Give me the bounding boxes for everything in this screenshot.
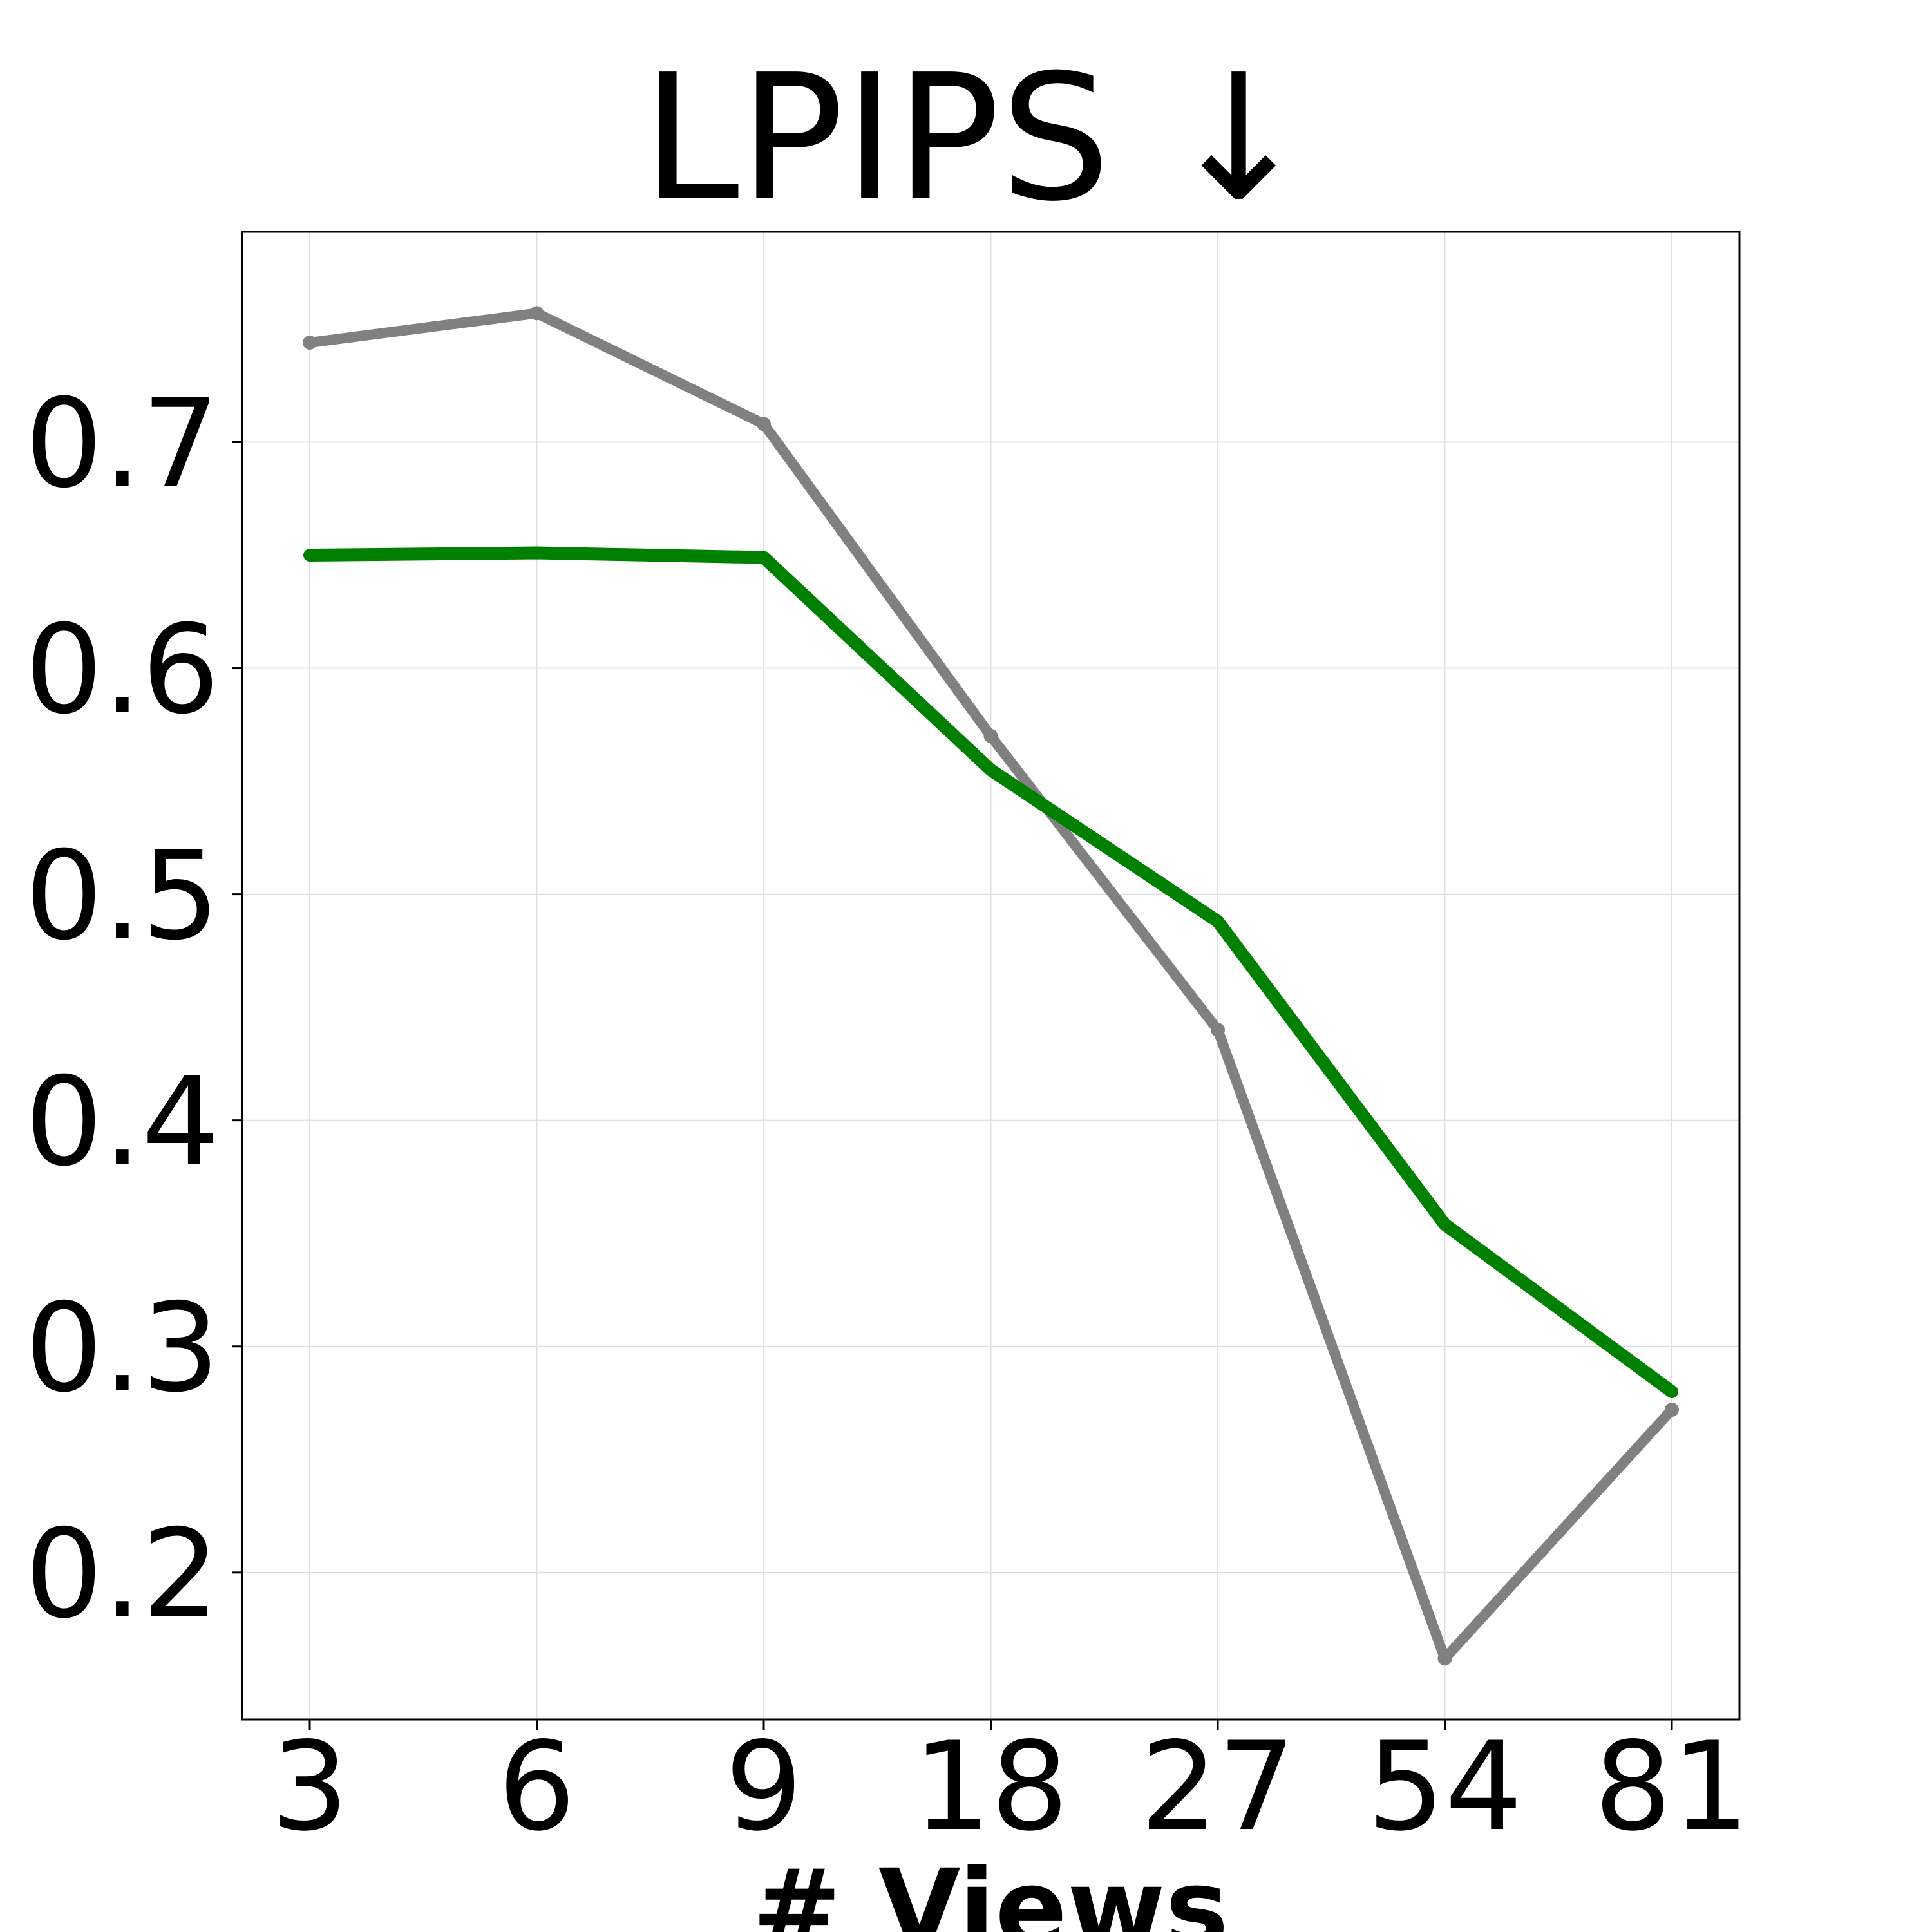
x-axis-label: # Views xyxy=(752,1846,1229,1932)
x-tick-labels: 3 6 9 18 27 54 81 xyxy=(271,1716,1750,1858)
y-tick-label: 0.6 xyxy=(25,599,220,741)
data-point xyxy=(303,336,317,350)
x-tick-label: 27 xyxy=(1140,1716,1296,1858)
y-tick-label: 0.7 xyxy=(25,372,220,515)
data-point xyxy=(1211,1023,1225,1037)
chart-title: LPIPS ↓ xyxy=(642,37,1311,240)
data-point xyxy=(985,764,996,775)
grid-lines xyxy=(242,232,1739,1719)
data-point xyxy=(1439,1219,1450,1230)
x-tick-label: 81 xyxy=(1594,1716,1750,1858)
data-point xyxy=(1437,1651,1452,1666)
axis-ticks xyxy=(232,440,1673,1730)
y-tick-label: 0.4 xyxy=(25,1051,220,1193)
data-point xyxy=(983,728,998,743)
data-point xyxy=(529,306,544,321)
data-point xyxy=(1213,916,1223,927)
data-point xyxy=(305,550,315,561)
y-tick-label: 0.3 xyxy=(25,1277,220,1419)
series-lines xyxy=(303,306,1679,1666)
y-tick-label: 0.2 xyxy=(25,1503,220,1645)
x-tick-label: 3 xyxy=(271,1716,349,1858)
data-point xyxy=(1665,1403,1679,1417)
x-tick-label: 9 xyxy=(725,1716,803,1858)
y-tick-label: 0.5 xyxy=(25,825,220,967)
data-point xyxy=(759,552,769,563)
data-point xyxy=(757,417,771,431)
x-tick-label: 54 xyxy=(1367,1716,1523,1858)
x-tick-label: 18 xyxy=(913,1716,1069,1858)
data-point xyxy=(531,547,542,558)
data-point xyxy=(1667,1386,1677,1397)
x-tick-label: 6 xyxy=(498,1716,576,1858)
y-tick-labels: 0.2 0.3 0.4 0.5 0.6 0.7 xyxy=(25,372,220,1645)
